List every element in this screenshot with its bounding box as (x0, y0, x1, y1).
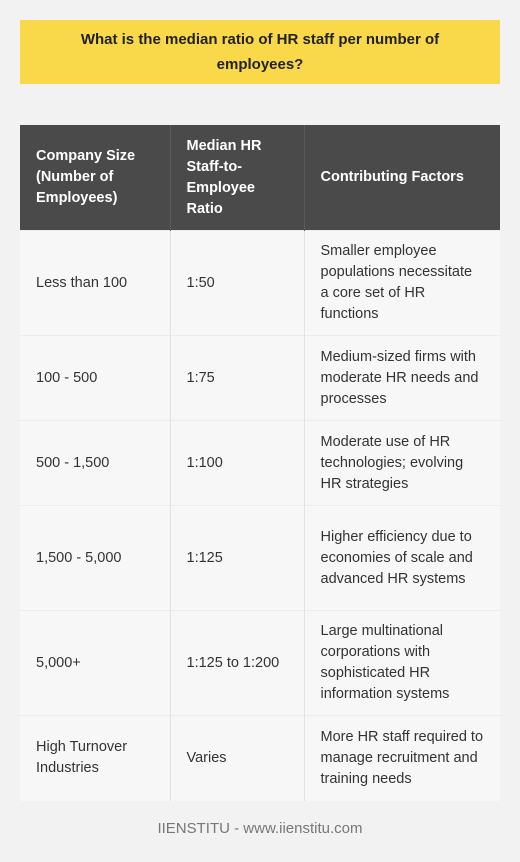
cell-company-size: Less than 100 (20, 230, 170, 336)
table-row: 100 - 500 1:75 Medium-sized firms with m… (20, 335, 500, 421)
cell-ratio: Varies (169, 715, 304, 801)
cell-company-size: 100 - 500 (20, 335, 170, 421)
header-company-size: Company Size (Number of Employees) (20, 125, 170, 231)
title-banner: What is the median ratio of HR staff per… (20, 20, 500, 84)
cell-company-size: 500 - 1,500 (20, 420, 170, 506)
table-row: High Turnover Industries Varies More HR … (20, 715, 500, 801)
table-row: 1,500 - 5,000 1:125 Higher efficiency du… (20, 505, 500, 611)
header-median-ratio: Median HR Staff-to-Employee Ratio (169, 125, 304, 231)
cell-factors: Smaller employee populations necessitate… (303, 230, 500, 336)
table-row: 5,000+ 1:125 to 1:200 Large multinationa… (20, 610, 500, 716)
cell-ratio: 1:50 (169, 230, 304, 336)
cell-ratio: 1:100 (169, 420, 304, 506)
cell-ratio: 1:125 (169, 505, 304, 611)
footer-credit: IIENSTITU - www.iienstitu.com (157, 820, 363, 837)
cell-ratio: 1:75 (169, 335, 304, 421)
table-header-row: Company Size (Number of Employees) Media… (20, 125, 500, 231)
cell-factors: More HR staff required to manage recruit… (303, 715, 500, 801)
table-row: Less than 100 1:50 Smaller employee popu… (20, 230, 500, 336)
cell-factors: Medium-sized firms with moderate HR need… (303, 335, 500, 421)
cell-company-size: 1,500 - 5,000 (20, 505, 170, 611)
header-contributing-factors: Contributing Factors (303, 125, 500, 231)
page-title: What is the median ratio of HR staff per… (80, 31, 440, 73)
cell-ratio: 1:125 to 1:200 (169, 610, 304, 716)
cell-company-size: High Turnover Industries (20, 715, 170, 801)
cell-factors: Moderate use of HR technologies; evolvin… (303, 420, 500, 506)
cell-company-size: 5,000+ (20, 610, 170, 716)
table-row: 500 - 1,500 1:100 Moderate use of HR tec… (20, 420, 500, 506)
hr-ratio-table: Company Size (Number of Employees) Media… (20, 125, 500, 801)
cell-factors: Higher efficiency due to economies of sc… (303, 505, 500, 611)
cell-factors: Large multinational corporations with so… (303, 610, 500, 716)
